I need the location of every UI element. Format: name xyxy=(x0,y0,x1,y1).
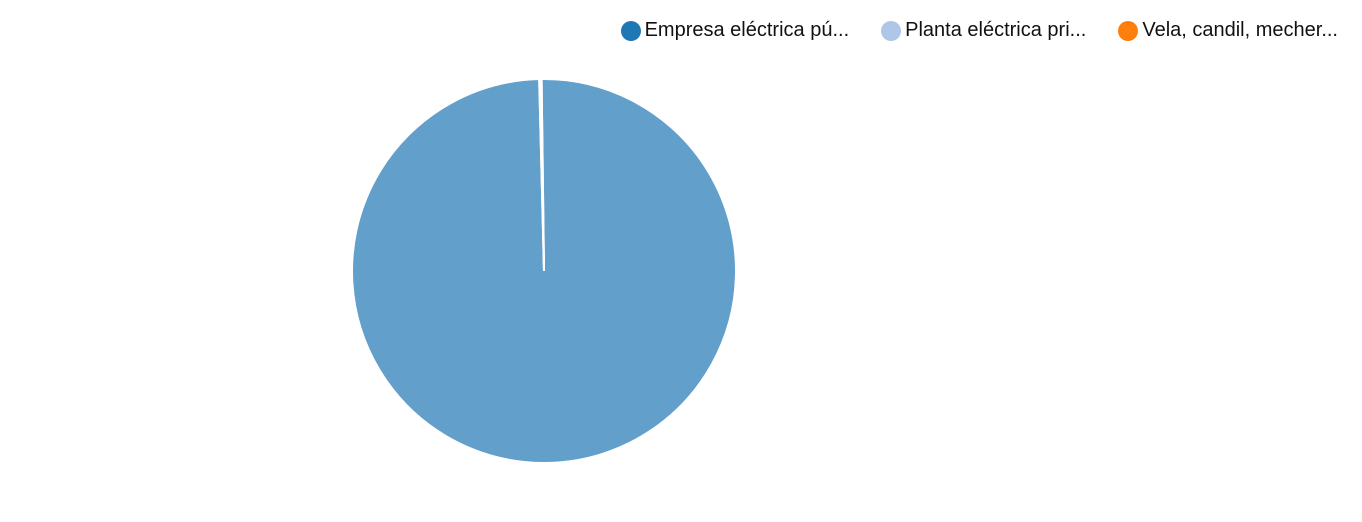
legend-label-vela-candil: Vela, candil, mecher... xyxy=(1142,19,1338,41)
chart-legend: Empresa eléctrica pú... Planta eléctrica… xyxy=(620,19,1338,42)
legend-item-planta-electrica[interactable]: Planta eléctrica pri... xyxy=(881,19,1086,42)
legend-label-empresa-electrica: Empresa eléctrica pú... xyxy=(644,19,850,41)
legend-swatch-vela-candil xyxy=(1118,20,1139,41)
pie-slice-vela-candil[interactable] xyxy=(539,78,545,272)
legend-label-planta-electrica: Planta eléctrica pri... xyxy=(905,19,1087,41)
legend-swatch-empresa-electrica xyxy=(620,20,641,41)
legend-swatch-planta-electrica xyxy=(881,20,902,41)
legend-item-vela-candil[interactable]: Vela, candil, mecher... xyxy=(1118,19,1338,42)
legend-item-empresa-electrica[interactable]: Empresa eléctrica pú... xyxy=(620,19,850,42)
